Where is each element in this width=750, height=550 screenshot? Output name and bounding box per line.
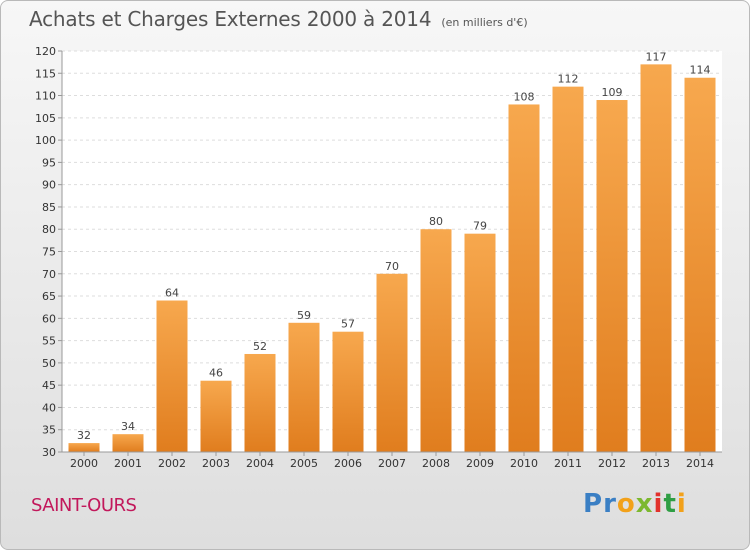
- logo-letter: i: [653, 489, 664, 519]
- logo-letter: o: [616, 489, 636, 519]
- bar-2003: [200, 380, 232, 452]
- bar-2012: [596, 100, 628, 452]
- bar-value-label: 80: [429, 215, 443, 228]
- bar-2000: [68, 443, 100, 452]
- y-tick-label: 45: [42, 379, 56, 392]
- bar-value-label: 79: [473, 220, 487, 233]
- x-tick-label: 2014: [686, 457, 714, 470]
- x-tick-label: 2011: [554, 457, 582, 470]
- bar-2010: [508, 104, 540, 452]
- y-axis-ticks: 30 35 40 45 50 55 60 65 70 75 80 85 90 95 100 105 110 115…: [35, 45, 62, 459]
- x-tick-label: 2007: [378, 457, 406, 470]
- y-tick-label: 115: [35, 67, 56, 80]
- bar-value-label: 59: [297, 309, 311, 322]
- bar-2014: [684, 77, 716, 452]
- y-tick-label: 90: [42, 179, 56, 192]
- bar-value-label: 108: [514, 90, 535, 103]
- x-tick-label: 2010: [510, 457, 538, 470]
- y-tick-label: 65: [42, 290, 56, 303]
- bar-2011: [552, 86, 584, 453]
- bar-2005: [288, 322, 320, 452]
- bar-2006: [332, 331, 364, 452]
- proxiti-logo: Proxiti: [583, 489, 687, 519]
- x-tick-label: 2004: [246, 457, 274, 470]
- y-tick-label: 70: [42, 268, 56, 281]
- y-tick-label: 105: [35, 112, 56, 125]
- x-tick-label: 2013: [642, 457, 670, 470]
- bar-value-label: 34: [121, 420, 135, 433]
- bar-value-label: 114: [690, 64, 711, 77]
- bar-2002: [156, 300, 188, 452]
- x-axis-ticks: 2000 2001 2002 2003 2004 2005 2006 2007 2008 2009…: [70, 452, 714, 470]
- bar-value-label: 32: [77, 429, 91, 442]
- bar-2008: [420, 229, 452, 452]
- bar-value-label: 57: [341, 318, 355, 331]
- y-tick-label: 35: [42, 424, 56, 437]
- logo-letter: t: [663, 489, 677, 519]
- bar-value-label: 64: [165, 287, 179, 300]
- bar-value-label: 112: [558, 73, 579, 86]
- y-tick-label: 95: [42, 156, 56, 169]
- chart-title-text: Achats et Charges Externes 2000 à 2014: [29, 7, 432, 31]
- logo-letter: r: [603, 489, 617, 519]
- y-tick-label: 80: [42, 223, 56, 236]
- logo-letter: P: [583, 489, 604, 519]
- bar-value-label: 46: [209, 367, 223, 380]
- logo-letter: x: [635, 489, 654, 519]
- y-tick-label: 100: [35, 134, 56, 147]
- bar-2013: [640, 64, 672, 452]
- x-tick-label: 2003: [202, 457, 230, 470]
- chart-title: Achats et Charges Externes 2000 à 2014 (e…: [29, 7, 528, 31]
- y-tick-label: 75: [42, 246, 56, 259]
- logo-letter: i: [676, 489, 687, 519]
- y-tick-label: 60: [42, 312, 56, 325]
- y-tick-label: 40: [42, 401, 56, 414]
- y-tick-label: 30: [42, 446, 56, 459]
- x-tick-label: 2006: [334, 457, 362, 470]
- x-tick-label: 2008: [422, 457, 450, 470]
- bar-value-label: 117: [646, 50, 667, 63]
- bars: 32 34 64 46 52 59 57 70 80 79 108 112 109 117 114: [68, 50, 716, 453]
- bar-value-label: 70: [385, 260, 399, 273]
- y-tick-label: 50: [42, 357, 56, 370]
- y-tick-label: 55: [42, 335, 56, 348]
- x-tick-label: 2009: [466, 457, 494, 470]
- bar-2001: [112, 434, 144, 452]
- commune-name: SAINT-OURS: [31, 495, 137, 516]
- x-tick-label: 2012: [598, 457, 626, 470]
- y-tick-label: 110: [35, 90, 56, 103]
- bar-2004: [244, 353, 276, 452]
- x-tick-label: 2002: [158, 457, 186, 470]
- chart-unit: (en milliers d'€): [441, 16, 528, 29]
- bar-value-label: 109: [602, 86, 623, 99]
- y-tick-label: 120: [35, 45, 56, 58]
- x-tick-label: 2005: [290, 457, 318, 470]
- bar-2007: [376, 273, 408, 452]
- bar-value-label: 52: [253, 340, 267, 353]
- y-tick-label: 85: [42, 201, 56, 214]
- x-tick-label: 2000: [70, 457, 98, 470]
- bar-2009: [464, 233, 496, 452]
- x-tick-label: 2001: [114, 457, 142, 470]
